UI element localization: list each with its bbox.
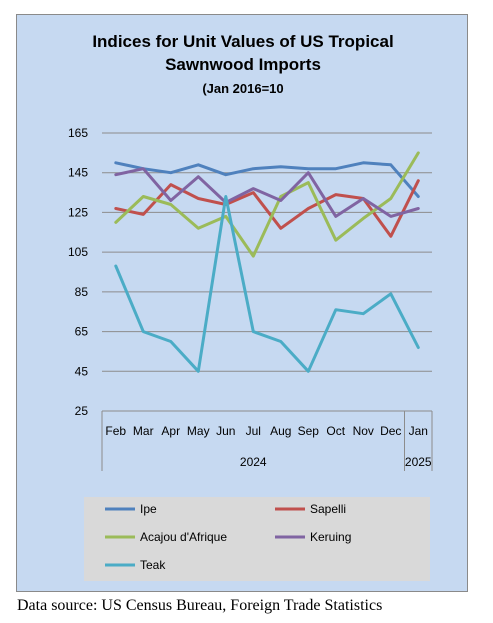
plot-area — [102, 133, 432, 411]
y-tick-label: 105 — [68, 245, 88, 259]
y-tick-label: 45 — [75, 364, 89, 378]
legend-entry: Acajou d'Afrique — [140, 530, 227, 544]
x-tick-label: Aug — [270, 424, 291, 438]
x-tick-label: Oct — [326, 424, 345, 438]
line-chart: 25 45 65 85 105 125 145 165 Feb Mar Apr May Jun Jul Au… — [68, 126, 433, 581]
chart-frame: Indices for Unit Values of US Tropical S… — [16, 14, 468, 592]
year-label-2024: 2024 — [240, 455, 267, 469]
x-tick-label: Apr — [161, 424, 180, 438]
legend-entry: Ipe — [140, 502, 157, 516]
series-line — [114, 179, 420, 238]
y-tick-label: 25 — [75, 404, 89, 418]
year-label-2025: 2025 — [405, 455, 432, 469]
y-tick-label: 125 — [68, 205, 88, 219]
y-tick-label: 165 — [68, 126, 88, 140]
x-tick-label: Jan — [409, 424, 428, 438]
x-tick-label: Jun — [216, 424, 235, 438]
y-tick-label: 85 — [75, 285, 89, 299]
legend-entry: Sapelli — [310, 502, 346, 516]
x-tick-label: Sep — [298, 424, 320, 438]
chart-subtitle: (Jan 2016=10 — [202, 81, 284, 96]
chart-title-line2: Sawnwood Imports — [165, 55, 321, 74]
series-line — [114, 151, 420, 258]
legend-entry: Keruing — [310, 530, 351, 544]
x-tick-label: May — [187, 424, 210, 438]
x-tick-label: Mar — [133, 424, 154, 438]
x-tick-label: Dec — [380, 424, 401, 438]
chart-title: Indices for Unit Values of US Tropical — [92, 32, 394, 51]
legend-box — [84, 497, 430, 581]
source-note: Data source: US Census Bureau, Foreign T… — [17, 597, 383, 614]
series-line — [114, 167, 420, 218]
series-line — [114, 161, 420, 198]
series-line — [114, 195, 420, 373]
y-tick-label: 145 — [68, 166, 88, 180]
x-tick-label: Jul — [246, 424, 261, 438]
x-tick-label: Nov — [353, 424, 374, 438]
y-tick-label: 65 — [75, 325, 89, 339]
x-tick-label: Feb — [105, 424, 126, 438]
legend-entry: Teak — [140, 558, 166, 572]
